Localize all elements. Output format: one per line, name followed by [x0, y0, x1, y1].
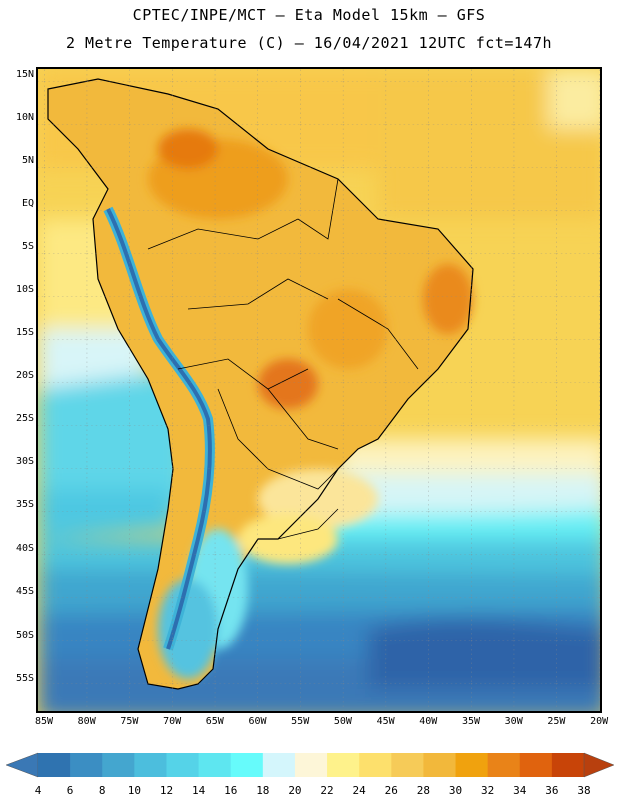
longitude-label: 70W — [163, 716, 182, 727]
latitude-label: 10N — [15, 112, 34, 123]
colorbar-tick-label: 18 — [256, 784, 270, 797]
longitude-label: 85W — [34, 716, 54, 727]
colorbar-tick-label: 10 — [127, 784, 141, 797]
colorbar-tick-label: 16 — [224, 784, 238, 797]
colorbar-tick-label: 36 — [545, 784, 559, 797]
colorbar-swatch — [198, 753, 232, 777]
latitude-label: 15S — [15, 327, 34, 338]
colorbar-swatch — [455, 753, 489, 777]
colorbar-swatch — [166, 753, 200, 777]
longitude-label: 25W — [547, 716, 566, 727]
colorbar-tick-label: 4 — [34, 784, 42, 797]
longitude-label: 40W — [419, 716, 438, 727]
colorbar-tick-label: 6 — [66, 784, 74, 797]
colorbar-swatch — [38, 753, 71, 777]
colorbar-tick-label: 8 — [98, 784, 106, 797]
colorbar-swatch — [70, 753, 103, 777]
latitude-label: 5S — [21, 241, 34, 252]
colorbar-tick-label: 22 — [320, 784, 334, 797]
map-canvas — [38, 69, 600, 711]
colorbar-swatch — [359, 753, 392, 777]
colorbar-under-arrow — [5, 752, 39, 778]
colorbar-tick-label: 38 — [577, 784, 591, 797]
latitude-label: 35S — [15, 499, 34, 510]
latitude-label: 15N — [15, 69, 34, 80]
colorbar-tick-label: 14 — [191, 784, 206, 797]
colorbar-swatch — [230, 753, 264, 777]
longitude-label: 20W — [590, 716, 609, 727]
colorbar-swatch — [134, 753, 167, 777]
longitude-label: 65W — [205, 716, 224, 727]
longitude-label: 45W — [376, 716, 395, 727]
longitude-label: 80W — [77, 716, 96, 727]
colorbar-swatch — [519, 753, 553, 777]
colorbar-swatch — [423, 753, 457, 777]
colorbar-tick-label: 32 — [481, 784, 495, 797]
longitude-label: 30W — [504, 716, 523, 727]
colorbar-swatch — [102, 753, 135, 777]
latitude-label: 5N — [21, 155, 34, 166]
colorbar-swatch — [262, 753, 296, 777]
colorbar-swatch — [294, 753, 328, 777]
longitude-label: 35W — [461, 716, 481, 727]
colorbar-tick-label: 34 — [513, 784, 527, 797]
colorbar-tick-label: 26 — [384, 784, 398, 797]
latitude-label: 30S — [15, 456, 34, 467]
longitude-label: 55W — [291, 716, 310, 727]
longitude-label: 50W — [333, 716, 352, 727]
colorbar-tick-label: 30 — [448, 784, 463, 797]
temperature-map — [36, 67, 602, 713]
latitude-label: 55S — [15, 673, 34, 684]
colorbar-swatch — [551, 753, 585, 777]
colorbar-tick-label: 28 — [416, 784, 431, 797]
colorbar — [5, 752, 615, 778]
colorbar-tick-label: 24 — [352, 784, 366, 797]
latitude-label: EQ — [21, 198, 34, 209]
longitude-label: 60W — [248, 716, 267, 727]
latitude-label: 50S — [15, 630, 34, 641]
chart-subtitle: 2 Metre Temperature (C) – 16/04/2021 12U… — [65, 34, 553, 52]
colorbar-tick-label: 12 — [159, 784, 174, 797]
latitude-label: 10S — [15, 284, 34, 295]
chart-title: CPTEC/INPE/MCT – Eta Model 15km – GFS — [132, 6, 486, 24]
colorbar-swatch — [327, 753, 360, 777]
colorbar-swatch — [391, 753, 424, 777]
latitude-label: 20S — [15, 370, 34, 381]
latitude-label: 25S — [15, 413, 34, 424]
latitude-label: 45S — [15, 586, 34, 597]
latitude-label: 40S — [15, 543, 34, 554]
colorbar-over-arrow — [583, 752, 615, 778]
colorbar-tick-label: 20 — [288, 784, 302, 797]
longitude-label: 75W — [120, 716, 139, 727]
colorbar-swatch — [487, 753, 521, 777]
